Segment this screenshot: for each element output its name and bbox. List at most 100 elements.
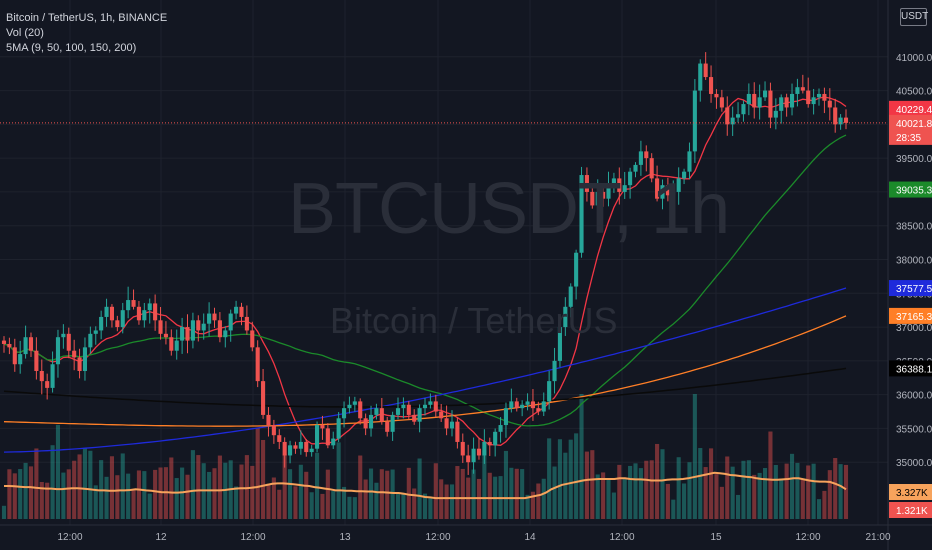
candle: [72, 339, 77, 371]
candle-body: [77, 357, 82, 371]
candle: [698, 59, 703, 102]
candle-body: [628, 171, 633, 186]
price-tick-label: 40500.00: [896, 87, 932, 98]
candle-body: [541, 401, 546, 412]
candle-body: [514, 401, 519, 409]
candle-body: [703, 63, 708, 78]
candle: [261, 368, 266, 419]
candle-body: [784, 97, 789, 108]
time-tick-label: 15: [710, 532, 722, 543]
candle-body: [644, 151, 649, 159]
candle: [525, 393, 530, 411]
ma-line-50: [3, 134, 847, 427]
volume-bar: [422, 493, 428, 519]
volume-bar: [444, 484, 449, 519]
candle-body: [277, 435, 282, 442]
candle: [606, 171, 611, 207]
candle-body: [45, 381, 50, 388]
candle-body: [66, 333, 71, 351]
volume-bar: [584, 451, 589, 519]
currency-button[interactable]: USDT: [900, 8, 928, 26]
candle-body: [126, 300, 131, 311]
volume-bar: [816, 499, 822, 519]
candle-body: [261, 381, 266, 415]
price-tag-bg: [889, 100, 932, 117]
candle: [61, 324, 66, 349]
volume-bar: [126, 473, 131, 519]
candle: [18, 340, 23, 374]
candle: [158, 306, 163, 340]
candle-body: [736, 114, 741, 118]
candle: [109, 304, 114, 328]
ma-line-9: [3, 96, 847, 446]
volume-bar: [66, 469, 71, 519]
candle: [557, 322, 562, 368]
volume-bar: [88, 450, 93, 519]
symbol-title[interactable]: Bitcoin / TetherUS, 1h, BINANCE: [6, 12, 168, 24]
candle-body: [7, 343, 12, 348]
volume-bar: [482, 450, 487, 519]
price-tag-label: 37165.37: [896, 312, 932, 323]
volume-bar: [109, 456, 114, 519]
candle-body: [590, 191, 595, 206]
volume-bar: [271, 477, 276, 519]
volume-bar: [503, 450, 509, 519]
volume-bar: [239, 464, 244, 519]
candle: [671, 180, 676, 201]
price-tick-label: 35500.00: [896, 424, 932, 435]
candle-body: [82, 347, 88, 371]
volume-bar: [50, 445, 55, 519]
candle-body: [741, 104, 746, 115]
volume-bar: [34, 448, 39, 519]
volume-bar: [250, 465, 255, 519]
volume-bar: [487, 472, 492, 519]
candle: [45, 373, 50, 400]
volume-bar: [649, 460, 654, 519]
candle-body: [131, 300, 136, 307]
candle: [714, 89, 719, 109]
candle: [363, 413, 368, 436]
candle-body: [255, 347, 260, 382]
candle-body: [433, 401, 438, 412]
candle-body: [584, 175, 589, 192]
candle: [142, 302, 147, 328]
candle-body: [806, 90, 811, 105]
candle-body: [773, 110, 778, 118]
candle-body: [136, 306, 141, 321]
volume-bar: [773, 465, 778, 519]
volume-bar: [190, 450, 195, 519]
ma-indicator-label[interactable]: 5MA (9, 50, 100, 150, 200): [6, 42, 137, 54]
grid: [0, 0, 888, 525]
candle-body: [234, 306, 239, 314]
candle-body: [698, 63, 703, 91]
volume-bar: [174, 478, 179, 519]
volume-bar: [142, 471, 147, 519]
candle: [352, 396, 357, 412]
candle-body: [93, 330, 98, 334]
candle: [687, 142, 692, 180]
candle-body: [282, 441, 287, 456]
volume-bar: [72, 460, 77, 519]
candle: [201, 313, 206, 340]
chart-legend: Bitcoin / TetherUS, 1h, BINANCE Vol (20)…: [6, 11, 167, 56]
candle: [655, 165, 660, 202]
candle: [147, 298, 152, 324]
candle: [476, 437, 482, 460]
candle-body: [207, 313, 212, 324]
volume-indicator-label[interactable]: Vol (20): [6, 27, 44, 39]
candle-body: [574, 252, 579, 287]
candle: [433, 394, 438, 418]
candle: [444, 405, 449, 436]
time-tick-label: 12:00: [240, 532, 265, 543]
candle: [719, 89, 724, 112]
candle-body: [18, 354, 23, 365]
candle: [579, 166, 584, 258]
candle-body: [39, 370, 44, 382]
candle: [34, 337, 39, 380]
volume-bar: [61, 472, 66, 519]
candle-body: [552, 360, 557, 382]
candle-body: [309, 448, 314, 453]
candle-body: [304, 441, 309, 453]
candle: [779, 94, 784, 124]
